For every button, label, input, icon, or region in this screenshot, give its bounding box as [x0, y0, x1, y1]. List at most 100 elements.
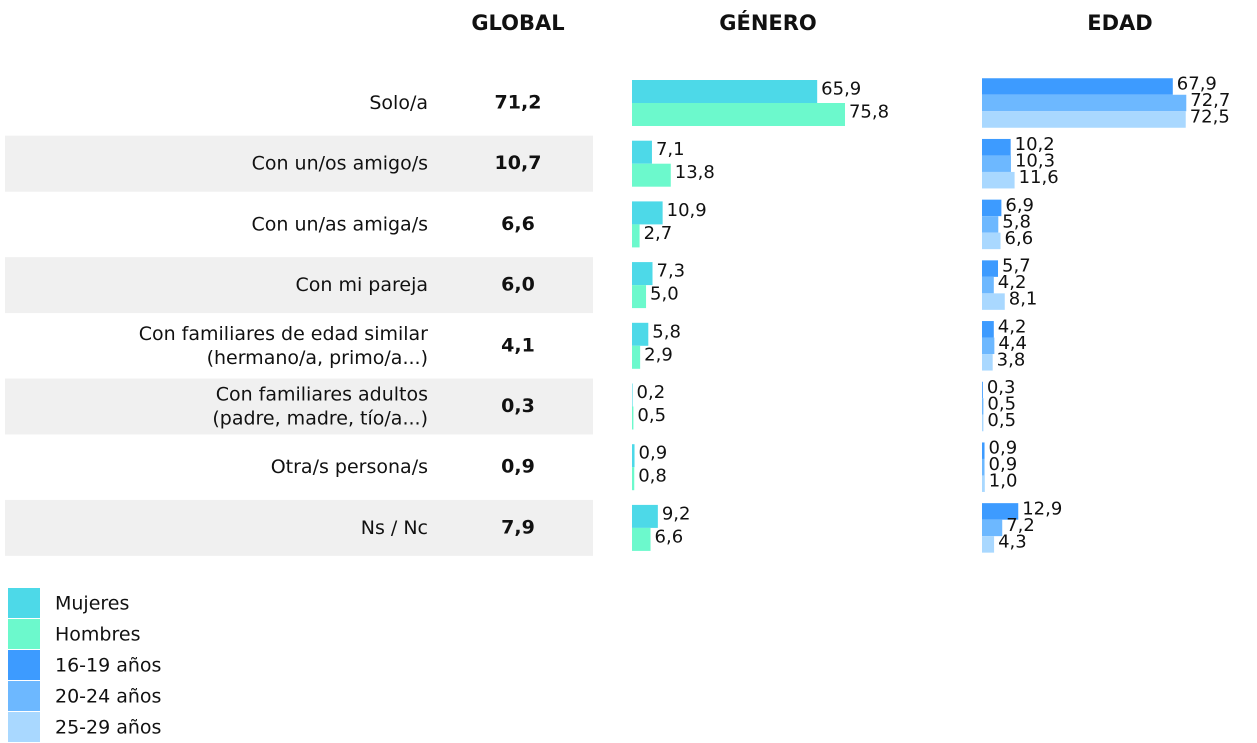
category-label: Con un/as amiga/s — [252, 213, 428, 235]
bar — [982, 442, 985, 459]
bar — [982, 111, 1186, 128]
value-label: 72,5 — [1190, 107, 1230, 128]
global-value: 71,2 — [495, 92, 542, 114]
bar — [982, 138, 1011, 156]
category-line: Con mi pareja — [295, 274, 428, 296]
value-label: 10,9 — [667, 200, 707, 221]
category-label: Con familiares de edad similar (hermano/a… — [139, 322, 428, 368]
legend-label: Hombres — [55, 624, 140, 646]
bar — [982, 94, 1187, 112]
global-value: 4,1 — [501, 334, 535, 356]
bar — [632, 406, 634, 430]
value-label: 4,2 — [998, 272, 1027, 293]
value-label: 4,4 — [998, 333, 1027, 354]
category-line: Con un/as amiga/s — [252, 213, 428, 235]
value-label: 65,9 — [821, 79, 861, 100]
column-header: GLOBAL — [471, 11, 564, 35]
row-background — [5, 257, 593, 314]
legend-swatch — [8, 650, 40, 680]
value-label: 9,2 — [662, 503, 691, 524]
value-label: 6,6 — [1005, 228, 1034, 249]
value-label: 4,3 — [998, 531, 1027, 552]
bar — [632, 345, 641, 369]
value-label: 0,8 — [638, 466, 667, 487]
global-value: 7,9 — [501, 516, 535, 538]
legend-label: 20-24 años — [55, 686, 161, 708]
value-label: 5,8 — [652, 321, 681, 342]
value-label: 4,2 — [998, 316, 1027, 337]
bar — [982, 475, 985, 492]
row-background — [5, 378, 593, 435]
bar — [982, 276, 994, 294]
category-line: Con familiares adultos — [216, 383, 428, 405]
bar — [982, 519, 1003, 537]
value-label: 6,6 — [655, 526, 684, 547]
bar — [632, 504, 658, 528]
legend-swatch — [8, 681, 40, 711]
category-line: (padre, madre, tío/a...) — [212, 407, 428, 429]
bar — [632, 527, 651, 551]
global-value: 6,0 — [501, 274, 535, 296]
bar — [982, 337, 995, 355]
legend-label: 25-29 años — [55, 717, 161, 739]
global-value: 6,6 — [501, 213, 535, 235]
bar — [982, 503, 1019, 520]
category-line: Ns / Nc — [361, 516, 428, 538]
value-label: 0,3 — [987, 377, 1016, 398]
category-line: Con familiares de edad similar — [139, 322, 428, 344]
global-value: 0,3 — [501, 395, 535, 417]
row-background — [5, 499, 593, 556]
value-label: 0,9 — [639, 443, 668, 464]
value-label: 0,5 — [987, 410, 1016, 431]
value-label: 10,3 — [1015, 151, 1055, 172]
bar — [982, 232, 1001, 250]
category-line: Con un/os amigo/s — [252, 152, 428, 174]
bar — [632, 163, 671, 187]
bar — [632, 224, 640, 248]
value-label: 5,8 — [1002, 211, 1031, 232]
value-label: 0,9 — [989, 454, 1018, 475]
bar — [632, 201, 663, 225]
legend-label: 16-19 años — [55, 655, 161, 677]
value-label: 0,9 — [989, 438, 1018, 459]
bar — [632, 322, 649, 346]
value-label: 10,2 — [1015, 134, 1055, 155]
column-header: EDAD — [1087, 11, 1152, 35]
value-label: 67,9 — [1177, 74, 1217, 95]
bar — [982, 155, 1011, 172]
value-label: 7,2 — [1006, 515, 1035, 536]
legend-swatch — [8, 588, 40, 618]
value-label: 5,0 — [650, 284, 679, 305]
value-label: 7,1 — [656, 139, 685, 160]
value-label: 75,8 — [849, 102, 889, 123]
global-value: 10,7 — [495, 152, 542, 174]
value-label: 72,7 — [1190, 90, 1230, 111]
value-label: 12,9 — [1022, 498, 1062, 519]
bar — [982, 536, 995, 553]
category-label: Solo/a — [369, 92, 428, 114]
value-label: 1,0 — [989, 471, 1018, 492]
category-label: Con familiares adultos (padre, madre, tío… — [212, 383, 428, 429]
value-label: 0,2 — [637, 382, 666, 403]
category-label: Ns / Nc — [361, 516, 428, 538]
bar — [632, 383, 633, 407]
bar — [982, 458, 985, 476]
bar — [982, 78, 1173, 95]
bar — [982, 381, 983, 399]
column-header: GÉNERO — [719, 10, 817, 35]
category-line: Otra/s persona/s — [271, 456, 428, 478]
category-line: (hermano/a, primo/a...) — [207, 346, 428, 368]
bar — [982, 216, 999, 233]
bar — [982, 199, 1002, 217]
bar — [632, 140, 652, 164]
category-line: Solo/a — [369, 92, 428, 114]
legend-label: Mujeres — [55, 593, 129, 615]
bar — [632, 80, 818, 103]
bar — [982, 260, 999, 277]
bar — [632, 285, 647, 309]
bar — [632, 467, 635, 491]
value-label: 2,7 — [644, 223, 673, 244]
bar — [632, 444, 635, 468]
bar — [982, 414, 984, 432]
